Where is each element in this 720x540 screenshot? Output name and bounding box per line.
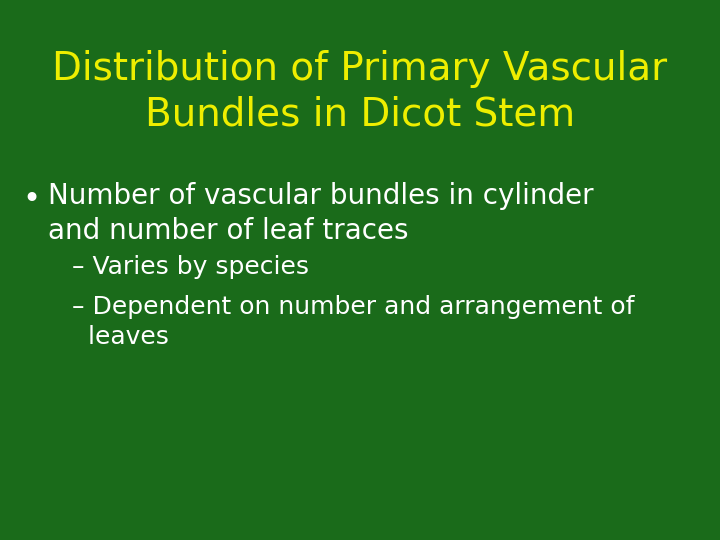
Text: Distribution of Primary Vascular
Bundles in Dicot Stem: Distribution of Primary Vascular Bundles… bbox=[53, 50, 667, 133]
Text: – Dependent on number and arrangement of
  leaves: – Dependent on number and arrangement of… bbox=[72, 295, 634, 349]
Text: Number of vascular bundles in cylinder
and number of leaf traces: Number of vascular bundles in cylinder a… bbox=[48, 182, 593, 245]
Text: •: • bbox=[22, 185, 40, 214]
Text: – Varies by species: – Varies by species bbox=[72, 255, 309, 279]
